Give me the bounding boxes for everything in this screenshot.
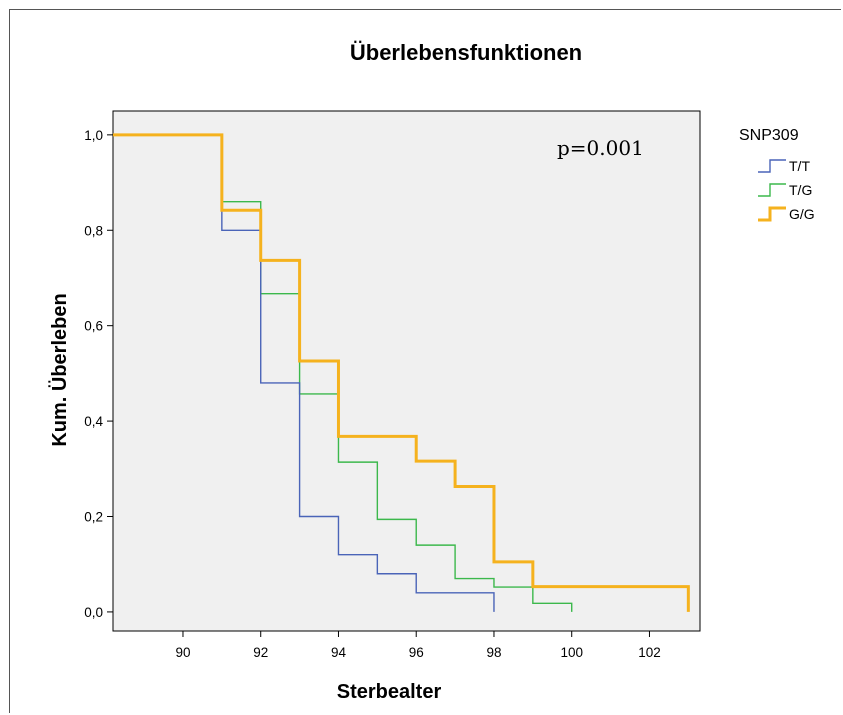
plot-area	[112, 110, 701, 632]
x-axis: 90 92 94 96 98 100 102	[175, 631, 661, 660]
p-value-annotation: p=0.001	[557, 136, 644, 160]
series-line-tt	[113, 134, 495, 612]
y-tick-label: 0,2	[84, 510, 103, 525]
x-tick-label: 100	[560, 645, 583, 660]
legend-label-tg: T/G	[789, 182, 812, 198]
legend-swatch-tg	[758, 183, 786, 197]
y-axis: 0,0 0,2 0,4 0,6 0,8 1,0	[84, 128, 113, 620]
x-tick-label: 98	[486, 645, 501, 660]
x-axis-label: Sterbealter	[337, 681, 442, 703]
y-tick-label: 1,0	[84, 128, 103, 143]
y-tick-label: 0,8	[84, 223, 103, 238]
chart-title: Überlebensfunktionen	[350, 40, 582, 65]
x-tick-label: 92	[253, 645, 268, 660]
y-tick-label: 0,0	[84, 605, 103, 620]
legend: T/T T/G G/G	[758, 158, 815, 222]
x-tick-label: 90	[175, 645, 190, 660]
y-axis-label: Kum. Überleben	[48, 293, 71, 446]
y-tick-label: 0,6	[84, 319, 103, 334]
legend-title: SNP309	[739, 127, 799, 144]
x-tick-label: 96	[409, 645, 424, 660]
legend-label-gg: G/G	[789, 206, 815, 222]
legend-swatch-gg	[758, 206, 786, 222]
y-tick-label: 0,4	[84, 414, 103, 429]
chart-frame	[9, 9, 841, 713]
legend-label-tt: T/T	[789, 158, 810, 174]
series-line-gg	[113, 133, 690, 612]
legend-swatch-tt	[758, 159, 786, 173]
x-tick-label: 102	[638, 645, 661, 660]
series-layer	[113, 133, 690, 612]
x-tick-label: 94	[331, 645, 347, 660]
